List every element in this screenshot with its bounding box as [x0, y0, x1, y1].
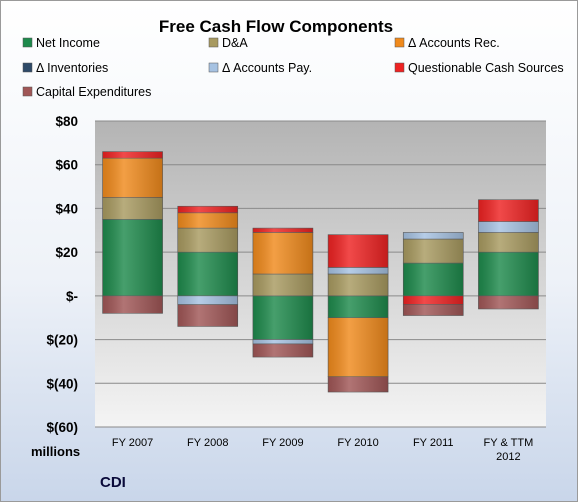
bar-segment-accounts-pay — [402, 232, 464, 240]
legend-swatch-net-income — [22, 37, 33, 48]
bar-segment-accounts-rec — [252, 232, 314, 275]
bar-segment-net-income — [102, 219, 163, 297]
legend-label-capital-expenditures: Capital Expenditures — [36, 85, 151, 99]
legend-swatch-questionable-cash-sources — [394, 62, 405, 73]
y-tick-label: $60 — [55, 158, 78, 173]
legend-label-inventories: Δ Inventories — [36, 61, 108, 75]
bar-segment-capital-expenditures — [402, 304, 464, 316]
bar-segment-questionable-cash-sources — [252, 227, 314, 233]
x-tick-label: FY 2010 — [337, 437, 378, 449]
bar-segment-net-income — [478, 251, 539, 297]
unit-label: millions — [31, 444, 80, 459]
bar-segment-questionable-cash-sources — [478, 199, 539, 222]
x-tick-label: FY 2009 — [262, 437, 303, 449]
bar-segment-questionable-cash-sources — [102, 151, 163, 159]
plot-area — [95, 121, 546, 427]
y-axis-tick-labels: $80 $60 $40 $20 $- $(20) $(40) $(60) — [46, 114, 78, 435]
legend-swatch-d-a — [208, 37, 219, 48]
x-tick-label: FY 2008 — [187, 437, 228, 449]
bar-segment-capital-expenditures — [327, 376, 389, 393]
bar-segment-accounts-rec — [177, 212, 239, 229]
bar-segment-capital-expenditures — [252, 343, 314, 358]
bar-segment-d-a — [252, 273, 314, 297]
chart-title: Free Cash Flow Components — [159, 17, 393, 36]
bar-segment-d-a — [478, 232, 539, 253]
y-tick-label: $80 — [55, 114, 78, 129]
bar-segment-questionable-cash-sources — [177, 205, 239, 214]
bar-segment-questionable-cash-sources — [402, 295, 464, 305]
y-tick-label: $(40) — [46, 376, 78, 391]
bar-segment-d-a — [402, 238, 464, 264]
y-tick-label: $20 — [55, 245, 78, 260]
y-tick-label: $40 — [55, 201, 78, 216]
bar-segment-questionable-cash-sources — [327, 234, 389, 268]
bar-segment-accounts-pay — [252, 339, 314, 345]
legend-label-accounts-pay: Δ Accounts Pay. — [222, 61, 312, 75]
legend-label-d-a: D&A — [222, 36, 248, 50]
y-tick-label: $(20) — [46, 333, 78, 348]
bar-segment-net-income — [252, 295, 314, 340]
grid-lines — [95, 120, 546, 428]
bar-segment-capital-expenditures — [102, 295, 163, 314]
bar-segment-capital-expenditures — [478, 295, 539, 310]
legend-swatch-accounts-rec — [394, 37, 405, 48]
legend-label-net-income: Net Income — [36, 36, 100, 50]
bar-segment-net-income — [177, 251, 239, 297]
y-tick-label: $- — [66, 289, 78, 304]
bar-segment-accounts-rec — [102, 157, 163, 198]
bar-segment-capital-expenditures — [177, 304, 239, 327]
chart-legend: Net Income D&A Δ Accounts Rec. Δ Inventorie… — [22, 36, 564, 99]
bar-segment-d-a — [102, 197, 163, 220]
x-tick-label: FY & TTM 2012 — [484, 437, 534, 463]
bar-segment-accounts-pay — [177, 295, 239, 305]
bar-segment-accounts-rec — [327, 317, 389, 378]
legend-label-accounts-rec: Δ Accounts Rec. — [408, 36, 500, 50]
bar-segment-net-income — [327, 295, 389, 319]
company-label: CDI — [100, 474, 126, 491]
legend-swatch-capital-expenditures — [22, 86, 33, 97]
bar-segment-accounts-pay — [327, 267, 389, 275]
legend-swatch-accounts-pay — [208, 62, 219, 73]
bar-segment-d-a — [327, 273, 389, 297]
legend-label-questionable-cash-sources: Questionable Cash Sources — [408, 61, 564, 75]
x-tick-label: FY 2011 — [413, 437, 454, 449]
bar-segment-net-income — [402, 262, 464, 297]
legend-swatch-inventories — [22, 62, 33, 73]
bar-segment-accounts-pay — [478, 221, 539, 233]
y-tick-label: $(60) — [46, 420, 78, 435]
x-axis-tick-labels: FY 2007 FY 2008 FY 2009 FY 2010 FY 2011 FY & … — [112, 437, 533, 463]
x-tick-label: FY 2007 — [112, 437, 153, 449]
bar-segment-d-a — [177, 227, 239, 253]
